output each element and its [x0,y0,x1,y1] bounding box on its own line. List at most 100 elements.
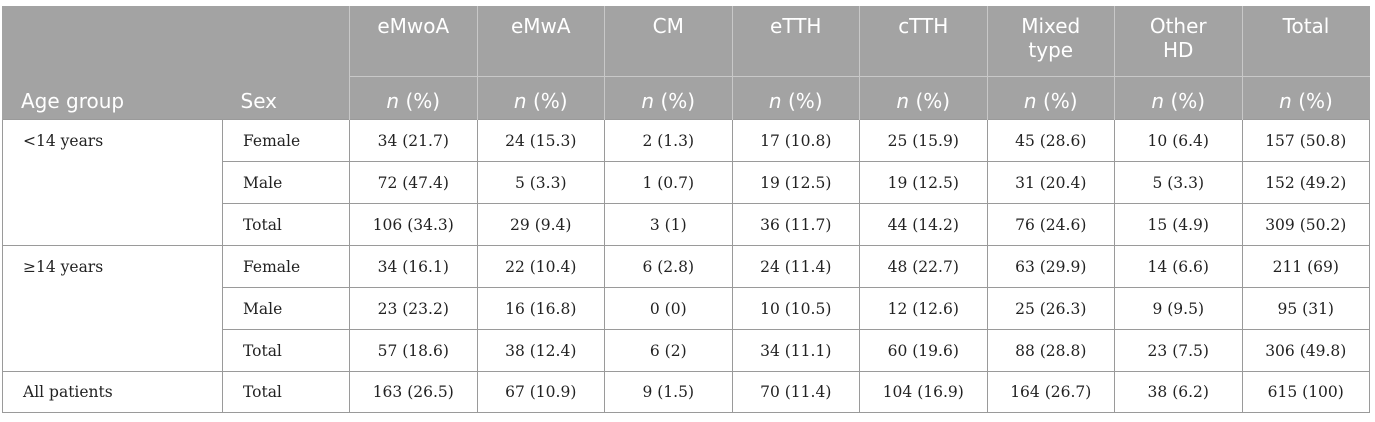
unit-n: n [641,89,655,113]
value-cell: 23 (23.2) [349,287,478,330]
value-cell: 31 (20.4) [986,161,1115,204]
column-header: CM [604,6,732,77]
value-cell: 157 (50.8) [1241,119,1370,162]
value-cell: 1 (0.7) [604,161,733,204]
sex-cell: Female [222,245,350,288]
value-cell: 19 (12.5) [859,161,988,204]
column-header: Mixed type [986,6,1115,77]
value-cell: 22 (10.4) [476,245,605,288]
value-cell: 38 (12.4) [476,329,605,372]
column-header-line: Other [1149,14,1207,38]
value-cell: 38 (6.2) [1114,371,1243,413]
age-group-header: Age group [2,6,223,120]
unit-percent: (%) [526,89,568,113]
value-cell: 88 (28.8) [986,329,1115,372]
value-cell: 12 (12.6) [859,287,988,330]
value-cell: 10 (6.4) [1114,119,1243,162]
value-cell: 3 (1) [604,203,733,246]
value-cell: 2 (1.3) [604,119,733,162]
table-row: Total 57 (18.6) 38 (12.4) 6 (2) 34 (11.1) 60 … [3,329,1370,372]
column-unit: n (%) [604,76,732,120]
unit-n: n [768,89,782,113]
unit-percent: (%) [909,89,951,113]
unit-percent: (%) [1036,89,1078,113]
unit-percent: (%) [654,89,696,113]
unit-percent: (%) [1291,89,1333,113]
value-cell: 25 (26.3) [986,287,1115,330]
table-body: <14 years Female 34 (21.7) 24 (15.3) 2 (1.3)… [2,119,1370,413]
column-unit: n (%) [1241,76,1370,120]
column-unit: n (%) [986,76,1115,120]
value-cell: 309 (50.2) [1241,203,1370,246]
table-row: Male 72 (47.4) 5 (3.3) 1 (0.7) 19 (12.5) 19 (… [3,161,1370,204]
value-cell: 164 (26.7) [986,371,1115,413]
headache-distribution-table: Age group Sex eMwoA eMwA CM eTTH cTTH Mixed ty… [2,6,1370,413]
unit-percent: (%) [399,89,441,113]
column-header-line: Mixed [1021,14,1081,38]
column-header: cTTH [859,6,987,77]
unit-n: n [513,89,527,113]
table-row: <14 years Female 34 (21.7) 24 (15.3) 2 (1.3)… [2,119,1370,246]
unit-n: n [1279,89,1292,113]
value-cell: 14 (6.6) [1114,245,1243,288]
age-group-cell: All patients [2,371,223,413]
value-cell: 63 (29.9) [986,245,1115,288]
unit-percent: (%) [1164,89,1206,113]
value-cell: 34 (11.1) [731,329,860,372]
value-cell: 24 (15.3) [476,119,605,162]
age-group-cell: <14 years [2,119,223,246]
column-header: eMwA [476,6,605,77]
value-cell: 25 (15.9) [859,119,988,162]
column-header-line: CM [652,14,684,38]
value-cell: 5 (3.3) [476,161,605,204]
table-row: ≥14 years Female 34 (16.1) 22 (10.4) 6 (2.8)… [2,245,1370,372]
value-cell: 10 (10.5) [731,287,860,330]
value-cell: 0 (0) [604,287,733,330]
value-cell: 23 (7.5) [1114,329,1243,372]
column-unit: n (%) [1114,76,1242,120]
table-row: All patients Total 163 (26.5) 67 (10.9) 9 (1… [2,371,1370,413]
column-header-line: eMwA [510,14,571,38]
value-cell: 6 (2) [604,329,733,372]
value-cell: 60 (19.6) [859,329,988,372]
value-cell: 45 (28.6) [986,119,1115,162]
value-cell: 163 (26.5) [349,371,478,413]
unit-n: n [1151,89,1165,113]
column-header-line: eMwoA [377,14,450,38]
value-cell: 95 (31) [1241,287,1370,330]
value-cell: 17 (10.8) [731,119,860,162]
value-cell: 211 (69) [1241,245,1370,288]
column-header: Total [1241,6,1370,77]
value-cell: 34 (21.7) [349,119,478,162]
column-header: eTTH [731,6,860,77]
column-header-line: cTTH [898,14,949,38]
column-header: Other HD [1114,6,1242,77]
value-cell: 72 (47.4) [349,161,478,204]
sex-header: Sex [240,89,277,113]
column-header-line: Total [1282,14,1330,38]
column-unit: n (%) [349,76,477,120]
value-cell: 36 (11.7) [731,203,860,246]
value-cell: 9 (9.5) [1114,287,1243,330]
value-cell: 34 (16.1) [349,245,478,288]
unit-n: n [1023,89,1037,113]
value-cell: 24 (11.4) [731,245,860,288]
sex-cell: Total [222,203,350,246]
value-cell: 16 (16.8) [476,287,605,330]
value-cell: 106 (34.3) [349,203,478,246]
unit-n: n [386,89,400,113]
sex-cell: Female [222,119,350,162]
column-header-line: HD [1163,38,1194,62]
column-header-line: type [1028,38,1074,62]
column-unit: n (%) [731,76,860,120]
value-cell: 19 (12.5) [731,161,860,204]
value-cell: 29 (9.4) [476,203,605,246]
table-row: Total 106 (34.3) 29 (9.4) 3 (1) 36 (11.7) 44 … [3,203,1370,246]
sex-cell: Male [222,161,350,204]
value-cell: 152 (49.2) [1241,161,1370,204]
value-cell: 15 (4.9) [1114,203,1243,246]
unit-n: n [896,89,910,113]
value-cell: 57 (18.6) [349,329,478,372]
value-cell: 104 (16.9) [859,371,988,413]
column-unit: n (%) [859,76,987,120]
